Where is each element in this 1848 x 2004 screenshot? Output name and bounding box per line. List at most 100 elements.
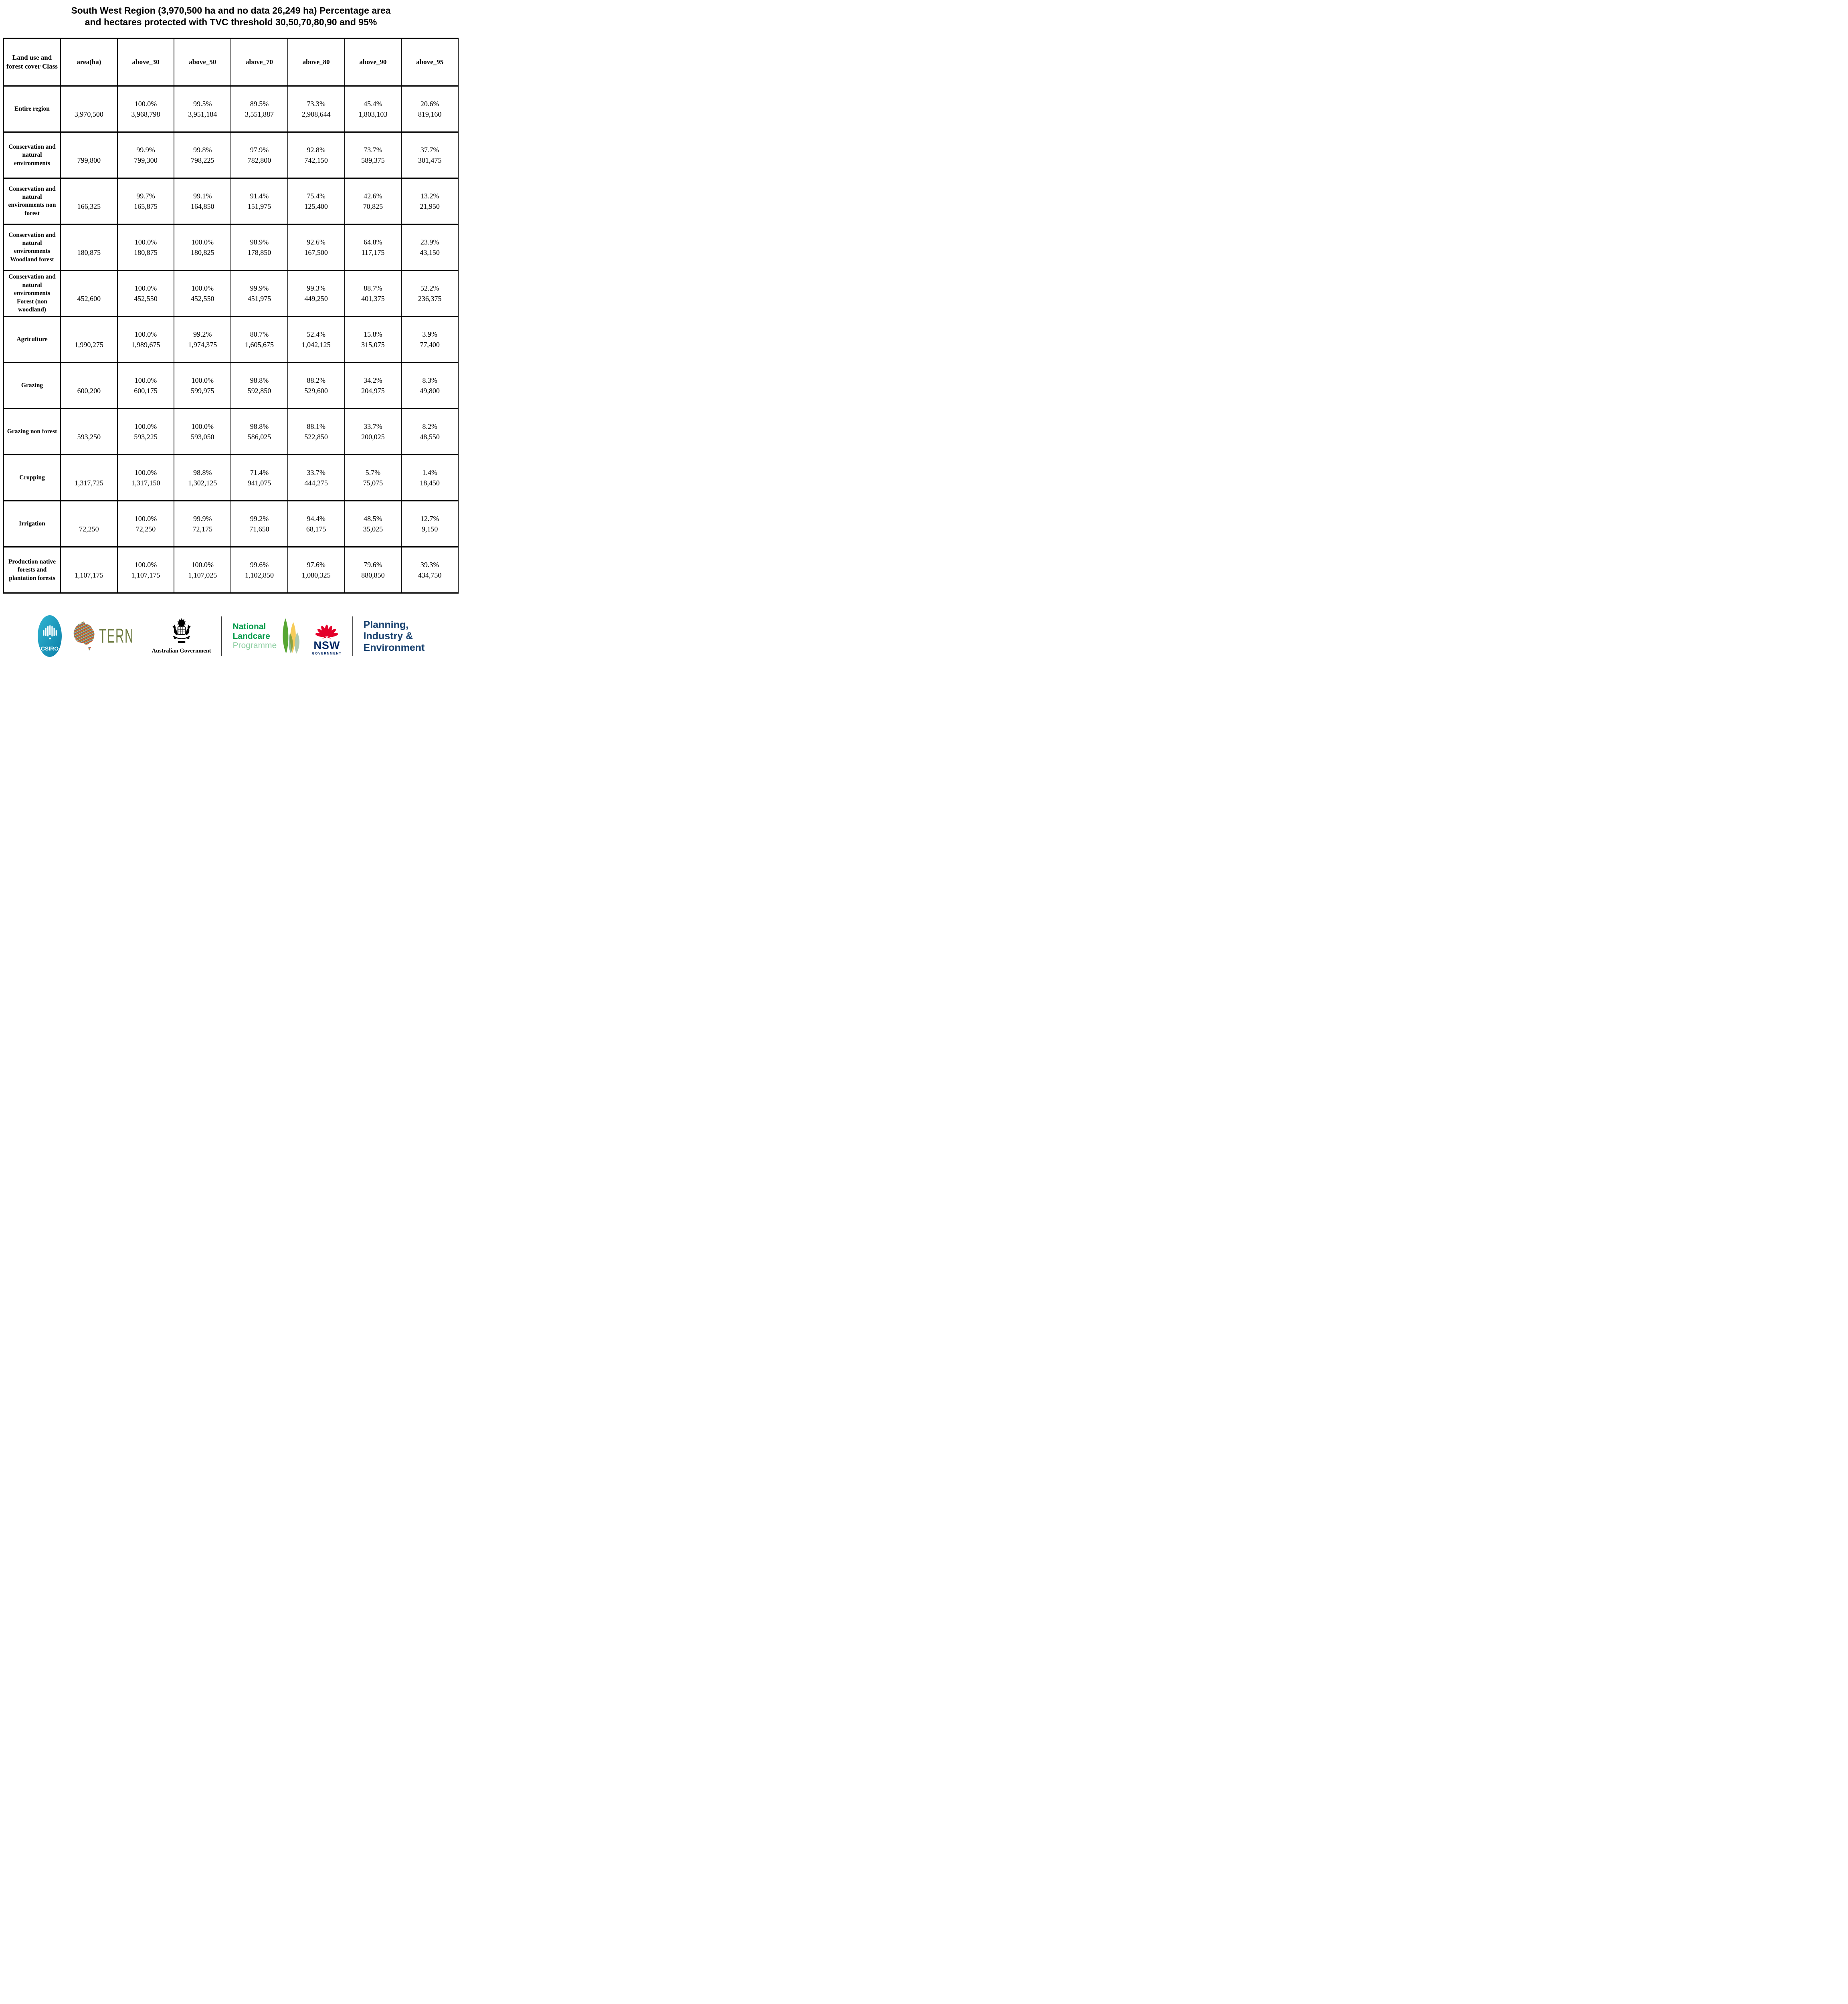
landcare-line2: Landcare [233, 631, 270, 641]
column-header-3: above_50 [174, 38, 232, 87]
percent-value: 73.7% [364, 146, 382, 154]
percent-value: 94.4% [307, 515, 326, 523]
threshold-cell: 79.6% 880,850 [344, 546, 402, 594]
table-row: Conservation and natural environments Wo… [3, 224, 459, 271]
hectares-value: 35,025 [363, 525, 383, 533]
percent-value: 99.8% [193, 146, 212, 154]
hectares-value: 151,975 [247, 202, 271, 211]
percent-value: 52.2% [420, 284, 439, 293]
threshold-cell: 100.0% 3,968,798 [117, 85, 175, 133]
australian-government-logo: Australian Government [152, 618, 211, 655]
logo-strip: CSIRO TERN [0, 611, 462, 661]
waratah-icon [315, 624, 338, 639]
area-spacer [63, 421, 115, 432]
hectares-value: 799,300 [134, 156, 158, 165]
percent-value: 99.2% [193, 330, 212, 339]
threshold-cell: 97.6% 1,080,325 [287, 546, 345, 594]
percent-value: 100.0% [134, 238, 157, 246]
area-cell: 180,875 [60, 224, 118, 271]
hectares-value: 522,850 [304, 433, 328, 441]
hectares-value: 593,225 [134, 433, 158, 441]
area-spacer [63, 237, 115, 247]
percent-value: 42.6% [364, 192, 382, 200]
hectares-value: 165,875 [134, 202, 158, 211]
area-spacer [63, 513, 115, 524]
column-header-1: area(ha) [60, 38, 118, 87]
percent-value: 52.4% [307, 330, 326, 339]
row-label: Conservation and natural environments Wo… [3, 224, 61, 271]
threshold-cell: 89.5% 3,551,887 [230, 85, 288, 133]
column-header-6: above_90 [344, 38, 402, 87]
threshold-cell: 34.2% 204,975 [344, 362, 402, 410]
tern-logo: TERN [73, 620, 142, 652]
column-header-5: above_80 [287, 38, 345, 87]
threshold-cell: 99.9% 451,975 [230, 270, 288, 317]
hectares-value: 798,225 [191, 156, 214, 165]
column-header-2: above_30 [117, 38, 175, 87]
percent-value: 100.0% [134, 422, 157, 431]
threshold-cell: 98.8% 586,025 [230, 408, 288, 456]
hectares-value: 782,800 [247, 156, 271, 165]
tern-wordmark: TERN [99, 624, 134, 648]
percent-value: 100.0% [191, 561, 214, 569]
hectares-value: 1,080,325 [301, 571, 331, 580]
hectares-value: 1,107,025 [188, 571, 217, 580]
footer-divider-2 [352, 616, 353, 656]
threshold-cell: 92.8% 742,150 [287, 131, 345, 179]
percent-value: 99.9% [136, 146, 155, 154]
hectares-value: 1,803,103 [358, 110, 388, 119]
table-row: Entire region 3,970,500 100.0% 3,968,798 99… [3, 85, 459, 133]
area-value: 799,800 [77, 156, 101, 165]
threshold-cell: 15.8% 315,075 [344, 316, 402, 364]
threshold-cell: 100.0% 452,550 [117, 270, 175, 317]
table-body: Entire region 3,970,500 100.0% 3,968,798 99… [3, 85, 459, 594]
percent-value: 100.0% [134, 561, 157, 569]
hectares-value: 3,951,184 [188, 110, 217, 119]
national-landcare-logo: National Landcare Programme [233, 617, 301, 655]
threshold-cell: 98.9% 178,850 [230, 224, 288, 271]
threshold-cell: 98.8% 1,302,125 [174, 454, 232, 502]
table-row: Grazing non forest 593,250 100.0% 593,225 1… [3, 408, 459, 456]
hectares-value: 125,400 [304, 202, 328, 211]
threshold-cell: 88.2% 529,600 [287, 362, 345, 410]
threshold-cell: 45.4% 1,803,103 [344, 85, 402, 133]
threshold-cell: 100.0% 1,107,025 [174, 546, 232, 594]
area-cell: 1,990,275 [60, 316, 118, 364]
csiro-wordmark: CSIRO [41, 645, 59, 652]
row-label: Entire region [3, 85, 61, 133]
percent-value: 91.4% [250, 192, 269, 200]
csiro-wave-icon [43, 625, 57, 640]
hectares-value: 70,825 [363, 202, 383, 211]
threshold-cell: 100.0% 600,175 [117, 362, 175, 410]
hectares-value: 586,025 [247, 433, 271, 441]
hectares-value: 941,075 [247, 479, 271, 487]
threshold-cell: 99.2% 1,974,375 [174, 316, 232, 364]
area-spacer [63, 191, 115, 201]
hectares-value: 71,650 [249, 525, 269, 533]
threshold-cell: 99.9% 799,300 [117, 131, 175, 179]
percent-value: 98.9% [250, 238, 269, 246]
hectares-value: 2,908,644 [301, 110, 331, 119]
threshold-cell: 75.4% 125,400 [287, 178, 345, 225]
threshold-cell: 71.4% 941,075 [230, 454, 288, 502]
percent-value: 39.3% [420, 561, 439, 569]
area-value: 452,600 [77, 295, 101, 303]
percent-value: 97.9% [250, 146, 269, 154]
percent-value: 99.5% [193, 100, 212, 108]
threshold-cell: 73.3% 2,908,644 [287, 85, 345, 133]
tern-australia-map-icon [73, 621, 95, 651]
percent-value: 34.2% [364, 376, 382, 385]
row-label: Agriculture [3, 316, 61, 364]
threshold-cell: 48.5% 35,025 [344, 500, 402, 548]
percent-value: 20.6% [420, 100, 439, 108]
percent-value: 5.7% [365, 469, 381, 477]
threshold-cell: 100.0% 1,989,675 [117, 316, 175, 364]
percent-value: 100.0% [134, 330, 157, 339]
percent-value: 100.0% [191, 376, 214, 385]
landcare-wordmark: National Landcare Programme [233, 622, 277, 650]
row-label: Conservation and natural environments Fo… [3, 270, 61, 317]
threshold-cell: 73.7% 589,375 [344, 131, 402, 179]
percent-value: 33.7% [307, 469, 326, 477]
threshold-cell: 100.0% 180,875 [117, 224, 175, 271]
threshold-cell: 100.0% 599,975 [174, 362, 232, 410]
